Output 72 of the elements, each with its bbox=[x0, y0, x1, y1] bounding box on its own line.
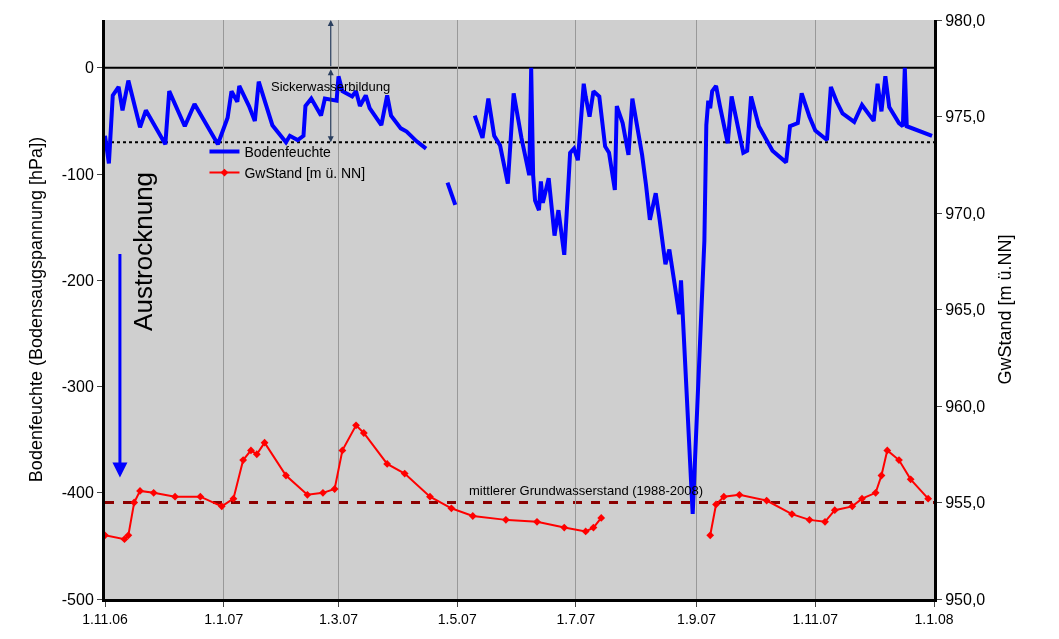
point bbox=[468, 512, 477, 520]
point bbox=[906, 475, 915, 484]
y2-tick-label: 975,0 bbox=[945, 108, 986, 126]
y-tick-label: -400 bbox=[61, 484, 94, 502]
point bbox=[735, 490, 744, 499]
x-tick-label: 1.11.06 bbox=[82, 610, 129, 627]
point bbox=[762, 496, 771, 505]
x-tick-label: 1.1.08 bbox=[914, 610, 954, 627]
point bbox=[120, 535, 129, 544]
y2-tick-label: 955,0 bbox=[945, 494, 986, 512]
point bbox=[352, 421, 360, 430]
point bbox=[149, 488, 158, 497]
point bbox=[581, 527, 590, 536]
point bbox=[260, 438, 269, 447]
point bbox=[883, 446, 892, 455]
annotation: Austrocknung bbox=[127, 171, 158, 331]
x-tick-label: 1.1.07 bbox=[204, 610, 244, 627]
point bbox=[383, 460, 392, 468]
point bbox=[303, 490, 312, 499]
point bbox=[501, 515, 510, 524]
point bbox=[136, 487, 144, 495]
y-tick-label: -500 bbox=[61, 590, 94, 608]
point bbox=[319, 488, 327, 497]
point bbox=[597, 514, 606, 522]
x-tick-label: 1.7.07 bbox=[556, 610, 596, 627]
point bbox=[400, 469, 409, 478]
y2-tick-label: 965,0 bbox=[945, 301, 986, 319]
point bbox=[589, 523, 598, 532]
point bbox=[871, 488, 880, 497]
y-tick-label: -100 bbox=[61, 165, 94, 183]
point bbox=[124, 531, 133, 540]
point bbox=[239, 456, 248, 464]
y-tick-label: -300 bbox=[61, 378, 94, 396]
y2-axis-title: GwStand [m ü.NN] bbox=[995, 234, 1016, 385]
point bbox=[447, 504, 456, 513]
y-tick-label: 0 bbox=[84, 59, 94, 77]
point bbox=[924, 494, 933, 503]
point bbox=[533, 517, 541, 526]
x-tick-label: 1.9.07 bbox=[677, 610, 717, 627]
x-tick-label: 1.5.07 bbox=[437, 610, 477, 627]
y2-tick-label: 980,0 bbox=[945, 11, 986, 29]
point bbox=[282, 471, 290, 480]
x-tick-label: 1.3.07 bbox=[319, 610, 359, 627]
point bbox=[252, 450, 261, 459]
point bbox=[171, 492, 179, 501]
point bbox=[229, 494, 238, 503]
y2-tick-label: 960,0 bbox=[945, 397, 986, 415]
y-axis-title: Bodenfeuchte (Bodensaugspannung [hPa]) bbox=[25, 136, 46, 483]
y2-tick-label: 970,0 bbox=[945, 204, 986, 222]
point bbox=[858, 494, 866, 503]
point bbox=[788, 510, 796, 518]
point bbox=[330, 485, 339, 493]
point bbox=[830, 506, 839, 515]
point bbox=[130, 498, 139, 507]
point bbox=[706, 531, 715, 540]
legend-label: GwStand [m ü. NN] bbox=[244, 165, 366, 182]
point bbox=[719, 492, 728, 501]
point bbox=[560, 523, 569, 532]
point bbox=[247, 446, 255, 455]
x-tick-label: 1.11.07 bbox=[792, 610, 839, 627]
point bbox=[821, 517, 829, 526]
point bbox=[217, 502, 226, 511]
point bbox=[426, 492, 434, 501]
point bbox=[848, 502, 857, 511]
legend-label: Bodenfeuchte bbox=[244, 143, 332, 160]
y-tick-label: -200 bbox=[61, 271, 94, 289]
point bbox=[196, 492, 205, 501]
point bbox=[338, 446, 347, 455]
y2-tick-label: 950,0 bbox=[945, 590, 986, 608]
point bbox=[805, 515, 814, 524]
point bbox=[359, 429, 368, 437]
point bbox=[712, 500, 720, 509]
